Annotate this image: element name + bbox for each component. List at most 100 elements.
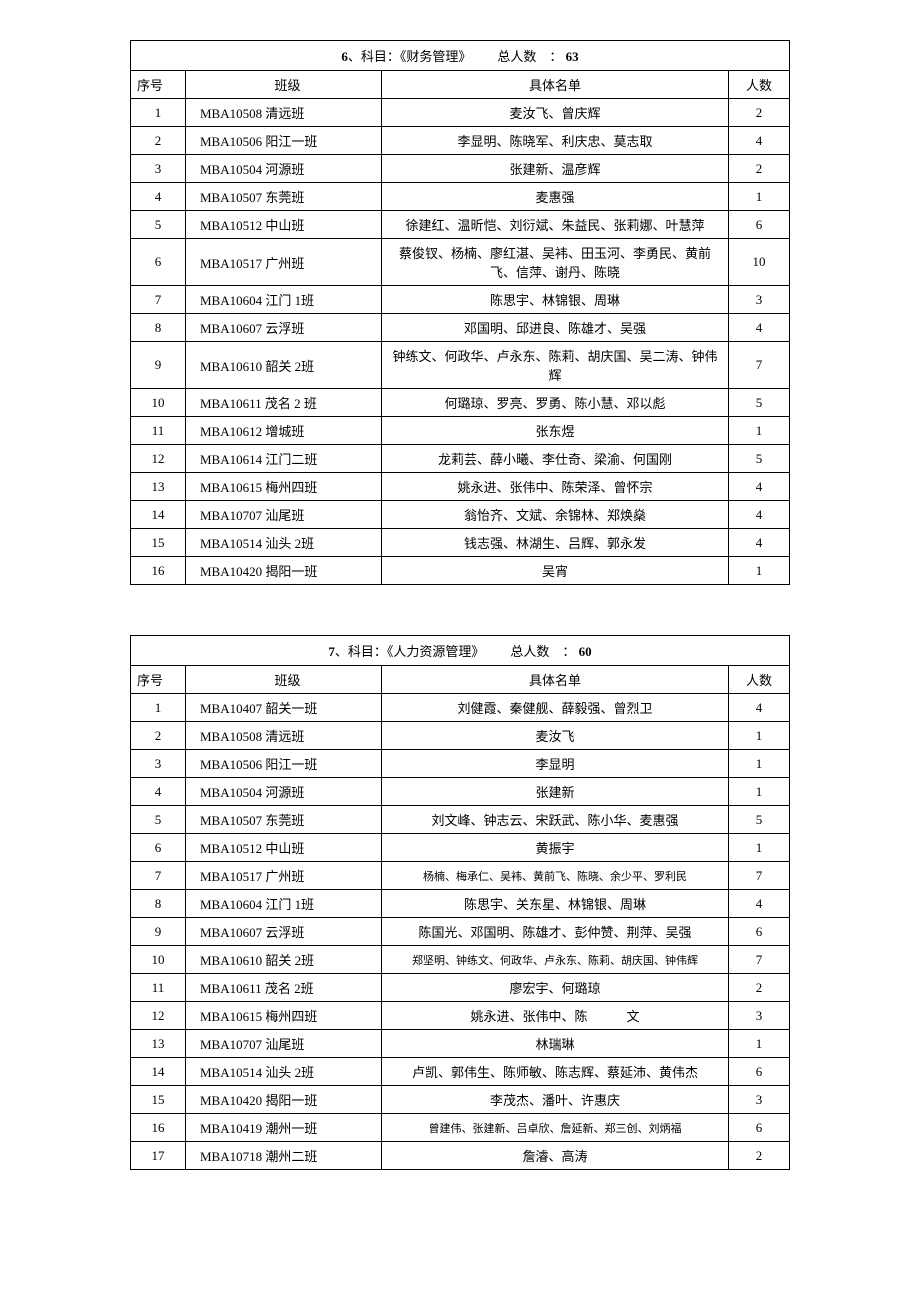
cell-names: 龙莉芸、薛小曦、李仕奇、梁渝、何国刚 <box>382 445 729 473</box>
table-row: 9MBA10610 韶关 2班钟练文、何政华、卢永东、陈莉、胡庆国、吴二涛、钟伟… <box>131 342 790 389</box>
table-row: 1MBA10407 韶关一班刘健霞、秦健舰、薛毅强、曾烈卫4 <box>131 694 790 722</box>
cell-names: 钟练文、何政华、卢永东、陈莉、胡庆国、吴二涛、钟伟辉 <box>382 342 729 389</box>
cell-names: 陈思宇、林锦银、周琳 <box>382 286 729 314</box>
table-row: 5MBA10512 中山班徐建红、温昕恺、刘衍斌、朱益民、张莉娜、叶慧萍6 <box>131 211 790 239</box>
cell-seq: 5 <box>131 806 186 834</box>
cell-count: 1 <box>729 750 790 778</box>
spacer <box>549 644 562 659</box>
cell-seq: 6 <box>131 239 186 286</box>
title-colon: ： <box>562 644 575 659</box>
cell-names: 张建新 <box>382 778 729 806</box>
cell-class: MBA10604 江门 1班 <box>186 890 382 918</box>
table-row: 4MBA10504 河源班张建新1 <box>131 778 790 806</box>
cell-class: MBA10517 广州班 <box>186 862 382 890</box>
header-class: 班级 <box>186 666 382 694</box>
data-table: 6、科目：《财务管理》 总人数 ： 63序号班级具体名单人数1MBA10508 … <box>130 40 790 585</box>
cell-count: 7 <box>729 862 790 890</box>
cell-class: MBA10517 广州班 <box>186 239 382 286</box>
cell-class: MBA10707 汕尾班 <box>186 1030 382 1058</box>
cell-class: MBA10504 河源班 <box>186 778 382 806</box>
cell-seq: 4 <box>131 183 186 211</box>
title-sep: 、科目： <box>335 644 387 659</box>
table-title: 6、科目：《财务管理》 总人数 ： 63 <box>131 41 790 71</box>
cell-count: 4 <box>729 694 790 722</box>
header-count: 人数 <box>729 666 790 694</box>
cell-seq: 9 <box>131 342 186 389</box>
cell-count: 3 <box>729 1002 790 1030</box>
cell-class: MBA10718 潮州二班 <box>186 1142 382 1170</box>
cell-names: 麦惠强 <box>382 183 729 211</box>
cell-names: 廖宏宇、何璐琼 <box>382 974 729 1002</box>
cell-names: 黄振宇 <box>382 834 729 862</box>
table-row: 12MBA10615 梅州四班姚永进、张伟中、陈 文3 <box>131 1002 790 1030</box>
table-row: 13MBA10707 汕尾班林瑞琳1 <box>131 1030 790 1058</box>
cell-seq: 12 <box>131 1002 186 1030</box>
table-row: 4MBA10507 东莞班麦惠强1 <box>131 183 790 211</box>
cell-count: 6 <box>729 918 790 946</box>
table-row: 16MBA10420 揭阳一班吴宵1 <box>131 557 790 585</box>
cell-count: 1 <box>729 417 790 445</box>
cell-class: MBA10604 江门 1班 <box>186 286 382 314</box>
cell-class: MBA10419 潮州一班 <box>186 1114 382 1142</box>
data-table: 7、科目：《人力资源管理》 总人数 ： 60序号班级具体名单人数1MBA1040… <box>130 635 790 1170</box>
cell-class: MBA10612 增城班 <box>186 417 382 445</box>
cell-names: 刘文峰、钟志云、宋跃武、陈小华、麦惠强 <box>382 806 729 834</box>
cell-names: 李显明 <box>382 750 729 778</box>
cell-names: 林瑞琳 <box>382 1030 729 1058</box>
cell-seq: 10 <box>131 389 186 417</box>
cell-seq: 15 <box>131 1086 186 1114</box>
table-row: 8MBA10604 江门 1班陈思宇、关东星、林锦银、周琳4 <box>131 890 790 918</box>
table-row: 7MBA10517 广州班杨楠、梅承仁、吴袆、黄前飞、陈晓、余少平、罗利民7 <box>131 862 790 890</box>
cell-seq: 6 <box>131 834 186 862</box>
cell-count: 4 <box>729 501 790 529</box>
cell-names: 姚永进、张伟中、陈荣泽、曾怀宗 <box>382 473 729 501</box>
table-row: 15MBA10420 揭阳一班李茂杰、潘叶、许惠庆3 <box>131 1086 790 1114</box>
cell-names: 麦汝飞 <box>382 722 729 750</box>
cell-names: 钱志强、林湖生、吕辉、郭永发 <box>382 529 729 557</box>
table-row: 11MBA10611 茂名 2班廖宏宇、何璐琼2 <box>131 974 790 1002</box>
title-sep: 、科目： <box>348 49 400 64</box>
title-colon: ： <box>549 49 562 64</box>
cell-class: MBA10514 汕头 2班 <box>186 529 382 557</box>
table-row: 10MBA10611 茂名 2 班何璐琼、罗亮、罗勇、陈小慧、邓以彪5 <box>131 389 790 417</box>
table-title: 7、科目：《人力资源管理》 总人数 ： 60 <box>131 636 790 666</box>
cell-names: 卢凯、郭伟生、陈师敏、陈志辉、蔡延沛、黄伟杰 <box>382 1058 729 1086</box>
cell-count: 2 <box>729 155 790 183</box>
cell-seq: 9 <box>131 918 186 946</box>
cell-class: MBA10420 揭阳一班 <box>186 1086 382 1114</box>
cell-class: MBA10407 韶关一班 <box>186 694 382 722</box>
title-total: 63 <box>566 49 579 64</box>
cell-class: MBA10512 中山班 <box>186 834 382 862</box>
cell-count: 4 <box>729 127 790 155</box>
cell-count: 10 <box>729 239 790 286</box>
cell-names: 麦汝飞、曾庆辉 <box>382 99 729 127</box>
cell-names: 翁怡齐、文斌、余锦林、郑焕燊 <box>382 501 729 529</box>
cell-seq: 1 <box>131 99 186 127</box>
cell-seq: 13 <box>131 1030 186 1058</box>
table-row: 13MBA10615 梅州四班姚永进、张伟中、陈荣泽、曾怀宗4 <box>131 473 790 501</box>
cell-count: 7 <box>729 342 790 389</box>
title-subject: 《财务管理》 <box>400 49 472 64</box>
cell-seq: 16 <box>131 557 186 585</box>
cell-names: 李显明、陈晓军、利庆忠、莫志取 <box>382 127 729 155</box>
table-row: 7MBA10604 江门 1班陈思宇、林锦银、周琳3 <box>131 286 790 314</box>
cell-seq: 11 <box>131 974 186 1002</box>
cell-count: 2 <box>729 974 790 1002</box>
spacer <box>471 49 497 64</box>
cell-names: 杨楠、梅承仁、吴袆、黄前飞、陈晓、余少平、罗利民 <box>382 862 729 890</box>
cell-seq: 8 <box>131 314 186 342</box>
cell-seq: 7 <box>131 862 186 890</box>
cell-class: MBA10610 韶关 2班 <box>186 946 382 974</box>
cell-names: 曾建伟、张建新、吕卓欣、詹延新、郑三创、刘炳福 <box>382 1114 729 1142</box>
table-row: 1MBA10508 清远班麦汝飞、曾庆辉2 <box>131 99 790 127</box>
cell-class: MBA10508 清远班 <box>186 99 382 127</box>
title-total-label: 总人数 <box>510 644 549 659</box>
cell-class: MBA10611 茂名 2 班 <box>186 389 382 417</box>
table-row: 15MBA10514 汕头 2班钱志强、林湖生、吕辉、郭永发4 <box>131 529 790 557</box>
cell-seq: 16 <box>131 1114 186 1142</box>
header-names: 具体名单 <box>382 666 729 694</box>
table-row: 6MBA10517 广州班蔡俊钗、杨楠、廖红湛、吴袆、田玉河、李勇民、黄前飞、信… <box>131 239 790 286</box>
table-row: 2MBA10508 清远班麦汝飞1 <box>131 722 790 750</box>
cell-names: 张东煜 <box>382 417 729 445</box>
cell-count: 4 <box>729 314 790 342</box>
